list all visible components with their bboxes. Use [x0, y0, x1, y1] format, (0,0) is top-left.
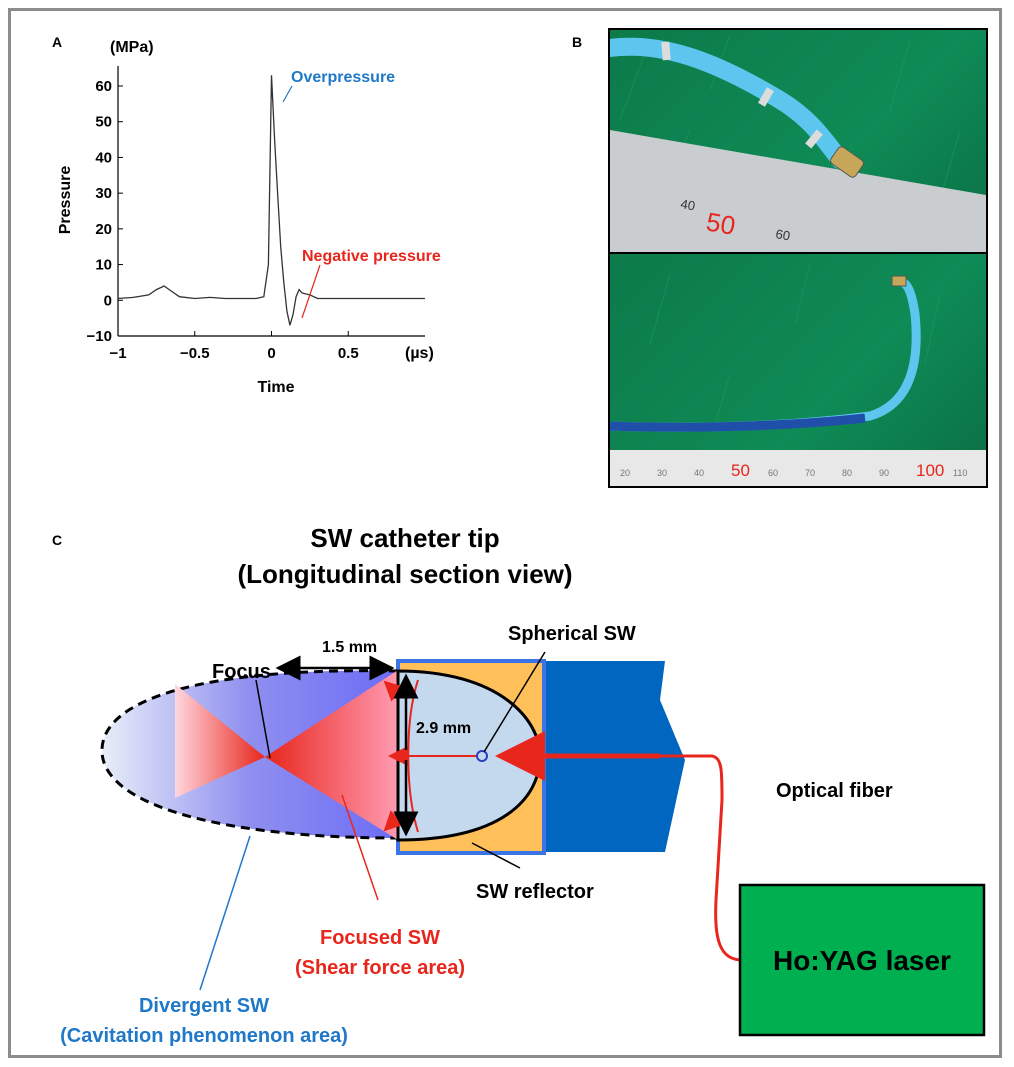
focus-leader [255, 679, 271, 759]
y-tick-label: 30 [95, 185, 112, 202]
y-axis-title: Pressure [57, 166, 74, 235]
x-unit-label: (µs) [405, 345, 434, 362]
ruler-bottom-label: 60 [768, 468, 778, 478]
ruler-top-50: 50 [704, 206, 738, 241]
ruler-bottom-label: 100 [916, 461, 944, 480]
x-tick-label: 0 [267, 345, 275, 362]
panel-c-title: SW catheter tip (Longitudinal section vi… [200, 520, 610, 592]
y-tick-label: 60 [95, 78, 112, 95]
dimension-2-9mm: 2.9 mm [416, 720, 471, 737]
catheter-photo-closeup: 40 50 60 [608, 28, 988, 258]
optical-fiber-line [660, 754, 743, 962]
negative-pressure-leader [301, 264, 321, 319]
x-tick-label: 0.5 [338, 345, 359, 362]
catheter-full-tip [891, 275, 907, 287]
ruler-bottom-label: 80 [842, 468, 852, 478]
catheter-closeup-illustration: 40 50 60 [610, 34, 986, 256]
focused-cone-left [175, 684, 265, 798]
panel-c-title-line1: SW catheter tip [310, 523, 500, 553]
x-tick-label: −1 [109, 345, 126, 362]
panel-c-title-line2: (Longitudinal section view) [237, 559, 573, 589]
cavitation-label: (Cavitation phenomenon area) [60, 1025, 348, 1047]
negative-pressure-label: Negative pressure [302, 248, 441, 265]
ho-yag-laser-box [738, 883, 986, 1037]
figure-frame [8, 8, 1002, 1058]
y-tick-label: 50 [95, 114, 112, 131]
spherical-sw-label: Spherical SW [508, 623, 636, 645]
y-tick-label: −10 [87, 328, 112, 345]
catheter-full-illustration: 20 30 40 50 60 70 80 90 100 110 [610, 263, 986, 486]
x-axis-title: Time [257, 379, 294, 396]
focused-leader [341, 794, 379, 901]
spherical-sw-source [476, 750, 488, 762]
ruler-bottom-label: 30 [657, 468, 667, 478]
panel-c-label: C [52, 532, 63, 548]
y-tick-label: 20 [95, 221, 112, 238]
ruler-bottom [610, 450, 986, 486]
y-tick-label: 40 [95, 149, 112, 166]
overpressure-label: Overpressure [291, 69, 395, 86]
ruler-top-40: 40 [679, 196, 696, 213]
ruler-bottom-label: 90 [879, 468, 889, 478]
reflector-leader [471, 842, 521, 869]
ho-yag-laser-label: Ho:YAG laser [773, 945, 951, 976]
ruler-bottom-label: 20 [620, 468, 630, 478]
ruler-bottom-label: 50 [731, 461, 750, 480]
y-unit-label: (MPa) [110, 39, 154, 56]
spherical-leader [483, 651, 546, 753]
ruler-bottom-label: 70 [805, 468, 815, 478]
focused-cone-right [265, 670, 398, 840]
x-ticks: −1 −0.5 0 0.5 [109, 331, 359, 362]
y-tick-label: 10 [95, 257, 112, 274]
optical-fiber-label: Optical fiber [776, 780, 893, 802]
catheter-tip [830, 146, 864, 178]
focus-label: Focus [212, 661, 271, 683]
divergent-sw-label: Divergent SW [139, 995, 269, 1017]
sw-reflector-label: SW reflector [476, 881, 594, 903]
y-tick-label: 0 [104, 292, 112, 309]
panel-a-label: A [52, 34, 63, 50]
ruler-top [610, 130, 986, 256]
ruler-top-60: 60 [774, 226, 791, 243]
focused-sw-label: Focused SW [320, 927, 440, 949]
ruler-bottom-labels: 20 30 40 50 60 70 80 90 100 110 [620, 461, 967, 480]
divergent-leader [199, 835, 251, 991]
dimension-1-5mm: 1.5 mm [322, 639, 377, 656]
shear-force-label: (Shear force area) [295, 957, 465, 979]
x-tick-label: −0.5 [180, 345, 210, 362]
pressure-series-line [117, 75, 425, 326]
ruler-bottom-label: 110 [953, 468, 967, 478]
y-ticks: 60 50 40 30 20 10 0 −10 [87, 78, 123, 345]
catheter-photo-full: 20 30 40 50 60 70 80 90 100 110 [608, 252, 988, 488]
overpressure-leader [282, 85, 293, 103]
panel-b-label: B [572, 34, 583, 50]
ruler-bottom-label: 40 [694, 468, 704, 478]
pressure-chart: (MPa) (µs) Time Pressure 6050403020100−1… [57, 39, 441, 396]
